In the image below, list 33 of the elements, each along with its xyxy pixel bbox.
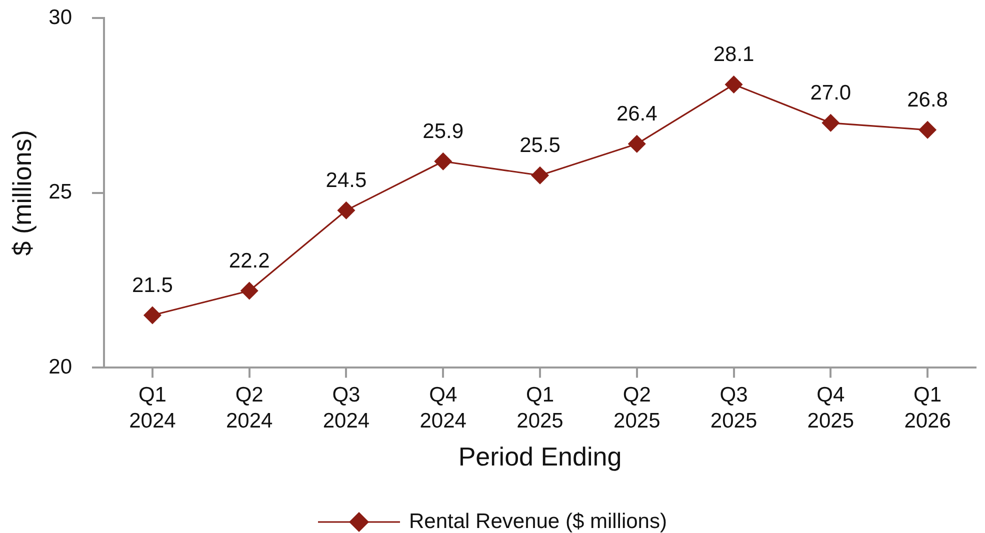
x-axis-title: Period Ending [458,442,622,472]
data-label: 26.4 [616,102,658,126]
x-tick-label: Q3 2024 [322,384,370,433]
legend-label: Rental Revenue ($ millions) [409,510,667,533]
y-axis-title: $ (millions) [6,130,37,256]
data-label: 26.8 [907,88,948,112]
x-tick-label: Q2 2025 [614,384,660,433]
x-tick-label: Q1 2025 [516,384,564,433]
point [918,120,937,139]
point [822,114,840,132]
point [628,134,646,153]
data-label: 25.9 [422,120,464,144]
x-tick-label: Q4 2025 [807,384,854,433]
point [434,152,452,170]
data-label: 22.2 [228,250,270,273]
y-tick-label: 25 [48,180,72,204]
point [337,201,356,220]
x-tick-label: Q3 2025 [710,384,758,433]
point [531,166,549,184]
point [143,306,162,324]
data-label: 27.0 [810,82,852,105]
data-label: 25.5 [520,134,560,158]
data-label: 21.5 [132,274,173,298]
y-tick-label: 30 [48,6,72,29]
data-label: 24.5 [326,169,367,192]
point [240,282,258,300]
x-tick-label: Q4 2024 [420,384,467,433]
x-tick-label: Q1 2024 [129,384,176,433]
x-tick-label: Q1 2026 [904,384,951,433]
x-tick-label: Q2 2024 [226,384,274,433]
y-tick-label: 20 [48,356,72,379]
point [724,75,743,94]
data-label: 28.1 [713,43,754,66]
